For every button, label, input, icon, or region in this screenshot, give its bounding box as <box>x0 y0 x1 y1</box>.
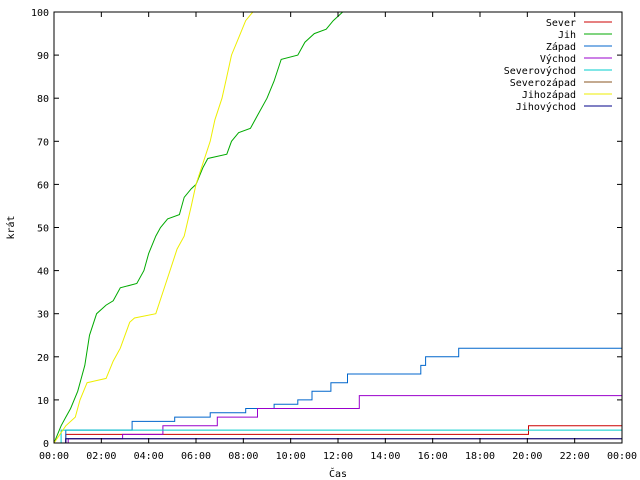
legend-label: Jihozápad <box>522 89 576 101</box>
x-tick-label: 10:00 <box>276 451 306 462</box>
series-line-1 <box>56 425 622 443</box>
series-line-5 <box>56 429 622 443</box>
series-line-2 <box>54 12 344 443</box>
x-tick-label: 06:00 <box>181 451 211 462</box>
x-tick-label: 14:00 <box>370 451 400 462</box>
x-tick-label: 20:00 <box>512 451 542 462</box>
series-line-3 <box>56 347 622 443</box>
legend-label: Severozápad <box>510 77 576 89</box>
series-line-7 <box>54 12 254 443</box>
y-tick-label: 60 <box>37 180 49 191</box>
legend-label: Jih <box>558 30 576 41</box>
x-tick-label: 02:00 <box>86 451 116 462</box>
y-tick-label: 70 <box>37 137 49 148</box>
legend: SeverJihZápadVýchodSeverovýchodSeverozáp… <box>504 18 612 113</box>
x-tick-label: 18:00 <box>465 451 495 462</box>
series-line-8 <box>56 438 622 443</box>
x-tick-label: 16:00 <box>418 451 448 462</box>
legend-label: Západ <box>546 41 576 53</box>
y-tick-label: 90 <box>37 51 49 62</box>
series-line-6 <box>56 438 622 443</box>
y-tick-label: 10 <box>37 396 49 407</box>
y-axis-title: krát <box>5 215 17 239</box>
x-tick-label: 08:00 <box>228 451 258 462</box>
y-tick-label: 0 <box>43 439 49 450</box>
y-axis: 0 10 20 30 40 50 60 70 80 90 100 <box>31 8 622 450</box>
y-tick-label: 50 <box>37 224 49 235</box>
y-tick-label: 30 <box>37 310 49 321</box>
series-line-4 <box>56 395 622 443</box>
y-tick-label: 80 <box>37 94 49 105</box>
plot-area <box>54 12 622 443</box>
x-tick-label: 22:00 <box>560 451 590 462</box>
x-axis: 00:00 02:00 04:00 06:00 08:00 10:00 12:00 14:00… <box>39 12 637 462</box>
legend-label: Severovýchod <box>504 65 576 77</box>
legend-label: Jihovýchod <box>516 101 576 113</box>
y-tick-label: 20 <box>37 353 49 364</box>
legend-label: Východ <box>540 53 576 65</box>
y-tick-label: 40 <box>37 267 49 278</box>
x-tick-label: 12:00 <box>323 451 353 462</box>
x-tick-label: 00:00 <box>39 451 69 462</box>
y-tick-label: 100 <box>31 8 49 19</box>
legend-label: Sever <box>546 18 576 29</box>
x-axis-title: Čas <box>329 467 347 480</box>
x-tick-label: 04:00 <box>134 451 164 462</box>
x-tick-label: 00:00 <box>607 451 637 462</box>
